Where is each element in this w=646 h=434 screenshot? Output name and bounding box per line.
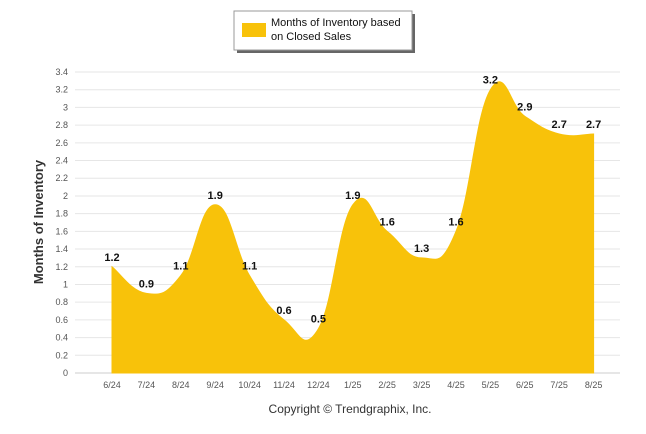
x-tick-label: 2/25 [378, 380, 396, 390]
y-tick-label: 3.4 [55, 67, 68, 77]
legend-label-line2: on Closed Sales [271, 31, 352, 43]
data-label: 0.9 [139, 278, 154, 290]
y-tick-label: 0 [63, 368, 68, 378]
copyright-footer: Copyright © Trendgraphix, Inc. [269, 402, 432, 416]
data-labels: 1.2 0.9 1.1 1.9 1.1 0.6 0.5 1.9 1.6 1.3 1.6 3.2 2.9 2… [104, 75, 601, 326]
legend-swatch [242, 23, 266, 37]
data-label: 1.1 [242, 261, 257, 273]
y-axis-ticks: 0 0.2 0.4 0.6 0.8 1 1.2 1.4 1.6 1.8 2 2.2 2.4 2.6 2.8 3… [55, 67, 68, 378]
x-tick-label: 12/24 [307, 380, 330, 390]
x-tick-label: 9/24 [206, 380, 224, 390]
legend: Months of Inventory based on Closed Sale… [233, 10, 415, 53]
data-label: 1.9 [208, 190, 223, 202]
y-tick-label: 2.2 [55, 173, 68, 183]
x-tick-label: 1/25 [344, 380, 362, 390]
data-label: 2.7 [586, 119, 601, 131]
x-axis-ticks: 6/24 7/24 8/24 9/24 10/24 11/24 12/24 1/25 2/25 3… [103, 380, 602, 390]
y-tick-label: 1 [63, 279, 68, 289]
y-tick-label: 2.4 [55, 156, 68, 166]
data-label: 1.2 [104, 252, 119, 264]
y-tick-label: 0.4 [55, 333, 68, 343]
y-tick-label: 1.4 [55, 244, 68, 254]
data-label: 1.1 [173, 261, 188, 273]
data-label: 1.9 [345, 190, 360, 202]
y-tick-label: 0.2 [55, 350, 68, 360]
x-tick-label: 5/25 [482, 380, 500, 390]
x-tick-label: 3/25 [413, 380, 431, 390]
y-tick-label: 2.8 [55, 120, 68, 130]
x-tick-label: 7/24 [138, 380, 156, 390]
x-tick-label: 11/24 [273, 380, 295, 390]
y-tick-label: 0.8 [55, 297, 68, 307]
y-tick-label: 2 [63, 191, 68, 201]
inventory-area-series [111, 81, 595, 374]
y-tick-label: 3 [63, 102, 68, 112]
y-tick-label: 1.6 [55, 226, 68, 236]
x-tick-label: 6/24 [103, 380, 121, 390]
y-tick-label: 0.6 [55, 315, 68, 325]
data-label: 1.6 [448, 216, 463, 228]
y-axis-title: Months of Inventory [31, 159, 46, 284]
y-tick-label: 1.8 [55, 209, 68, 219]
data-label: 0.6 [276, 305, 291, 317]
data-label: 1.3 [414, 243, 429, 255]
y-tick-label: 2.6 [55, 138, 68, 148]
data-label: 1.6 [380, 216, 395, 228]
x-tick-label: 4/25 [447, 380, 465, 390]
y-tick-label: 1.2 [55, 262, 68, 272]
x-tick-label: 7/25 [550, 380, 568, 390]
data-label: 2.7 [552, 119, 567, 131]
x-tick-label: 6/25 [516, 380, 534, 390]
data-label: 2.9 [517, 101, 532, 113]
data-label: 0.5 [311, 314, 326, 326]
y-tick-label: 3.2 [55, 85, 68, 95]
data-label: 3.2 [483, 75, 498, 87]
x-tick-label: 8/24 [172, 380, 190, 390]
x-tick-label: 8/25 [585, 380, 603, 390]
legend-label-line1: Months of Inventory based [271, 17, 401, 29]
x-tick-label: 10/24 [238, 380, 261, 390]
